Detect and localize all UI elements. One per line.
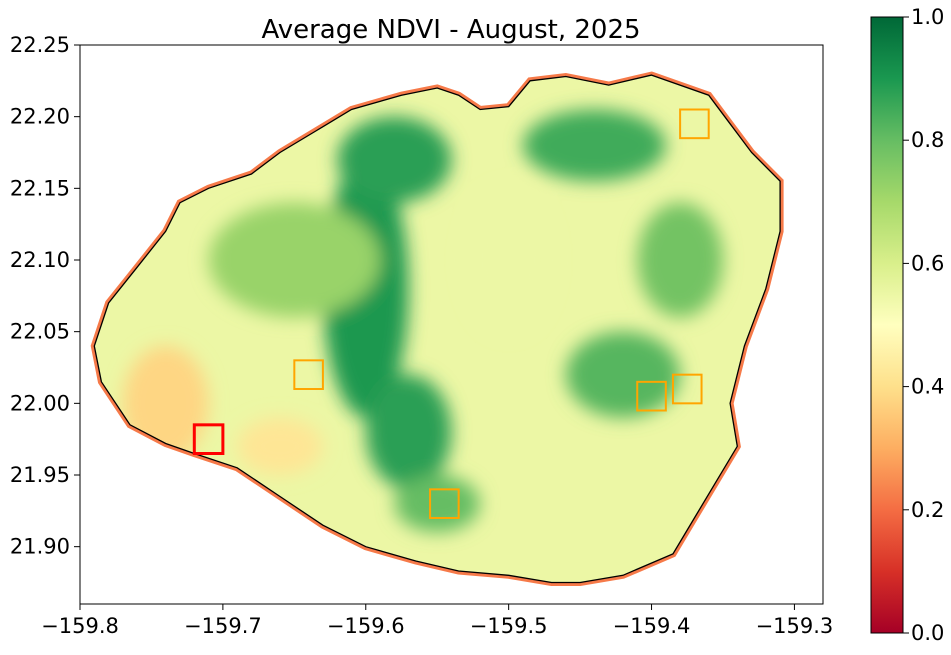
y-tick-label: 22.15 (10, 176, 70, 200)
vegetation-patch (465, 188, 552, 332)
colorbar-tick-label: 0.6 (911, 251, 944, 275)
y-tick-label: 22.00 (10, 391, 70, 415)
sample-box (293, 359, 324, 391)
y-tick-label: 22.05 (10, 320, 70, 344)
colorbar: 0.0 0.2 0.4 0.6 0.8 1.0 (870, 5, 944, 645)
sample-box (192, 423, 225, 456)
vegetation-patch (522, 109, 666, 182)
vegetation-patch (237, 417, 323, 476)
vegetation-patches (122, 109, 723, 533)
sample-box (671, 373, 703, 405)
vegetation-patch (394, 475, 481, 533)
colorbar-tick-label: 0.8 (911, 128, 944, 152)
x-tick-label: −159.5 (470, 614, 548, 638)
y-tick-label: 21.95 (10, 463, 70, 487)
x-tick-label: −159.8 (41, 614, 119, 638)
sample-boxes (192, 108, 710, 520)
y-tick-label: 21.90 (10, 535, 70, 559)
colorbar-ticks: 0.0 0.2 0.4 0.6 0.8 1.0 (903, 5, 944, 645)
ndvi-map (79, 44, 824, 605)
plot-frame (79, 44, 824, 605)
vegetation-patch (365, 374, 452, 490)
vegetation-patch (337, 116, 452, 203)
map-title: Average NDVI - August, 2025 (261, 15, 640, 45)
colorbar-tick-label: 0.4 (911, 375, 944, 399)
colorbar-tick-label: 0.2 (911, 498, 944, 522)
sample-box (636, 380, 667, 412)
vegetation-patch (565, 331, 681, 418)
y-tick-label: 22.20 (10, 105, 70, 129)
colorbar-tick-label: 1.0 (911, 5, 944, 29)
x-tick-label: −159.6 (327, 614, 405, 638)
colorbar-gradient (870, 16, 904, 634)
x-tick-label: −159.4 (613, 614, 691, 638)
coastline (93, 74, 781, 584)
y-tick-label: 22.25 (10, 33, 70, 57)
vegetation-patch (208, 202, 381, 318)
sample-box (679, 108, 710, 140)
colorbar-tick-label: 0.0 (911, 621, 944, 645)
y-tick-label: 22.10 (10, 248, 70, 272)
vegetation-patch (637, 202, 723, 318)
x-axis: −159.8 −159.7 −159.6 −159.5 −159.4 −159.3 (41, 604, 833, 638)
x-tick-label: −159.7 (184, 614, 262, 638)
x-tick-label: −159.3 (756, 614, 834, 638)
y-axis: 22.25 22.20 22.15 22.10 22.05 22.00 21.95 21.90 (10, 33, 80, 559)
sample-box (429, 488, 460, 520)
